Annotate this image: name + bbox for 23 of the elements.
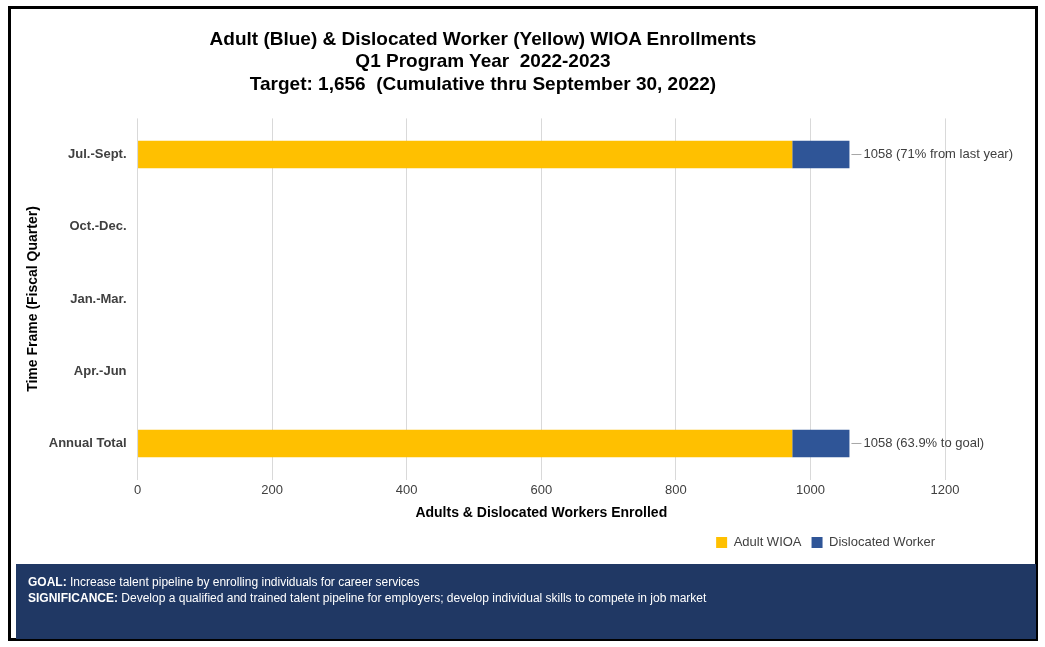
x-tick-label: 400 — [395, 481, 418, 497]
x-tick-label: 800 — [665, 481, 687, 497]
annotation: 1058 (63.9% to goal) — [863, 435, 985, 451]
annotation: 1058 (71% from last year) — [863, 146, 1014, 162]
legend-label: Adult WIOA — [733, 534, 802, 550]
x-tick-label: 600 — [530, 481, 553, 497]
text: Adult (Blue) & Dislocated Worker (Yellow) WIOA Enrollments — [209, 27, 757, 49]
x-tick-label: 0 — [133, 481, 142, 497]
text: Q1 Program Year 2022-2023 — [355, 50, 611, 72]
text: Target: 1,656 (Cumulative thru September 30, 2022) — [249, 73, 717, 95]
text: SIGNIFICANCE: Develop a qualified and trained talent pipeline for employers; develop individual skills to compete in job market — [28, 590, 708, 606]
y-tick-label: Apr.-Jun — [73, 362, 127, 378]
x-tick-label: 1200 — [930, 481, 960, 497]
x-tick-label: 1000 — [795, 481, 825, 497]
y-tick-label: Oct.-Dec. — [69, 218, 127, 234]
x-tick-label: 200 — [261, 481, 283, 497]
y-axis-title: Time Frame (Fiscal Quarter) — [24, 206, 41, 392]
text: GOAL: Increase talent pipeline by enrolling individuals for career services — [28, 574, 421, 590]
y-tick-label: Jan.-Mar. — [70, 290, 127, 306]
legend-label: Dislocated Worker — [829, 534, 936, 550]
y-tick-label: Jul.-Sept. — [68, 146, 127, 162]
y-tick-label: Annual Total — [48, 435, 127, 451]
x-axis-title: Adults & Dislocated Workers Enrolled — [415, 504, 668, 521]
